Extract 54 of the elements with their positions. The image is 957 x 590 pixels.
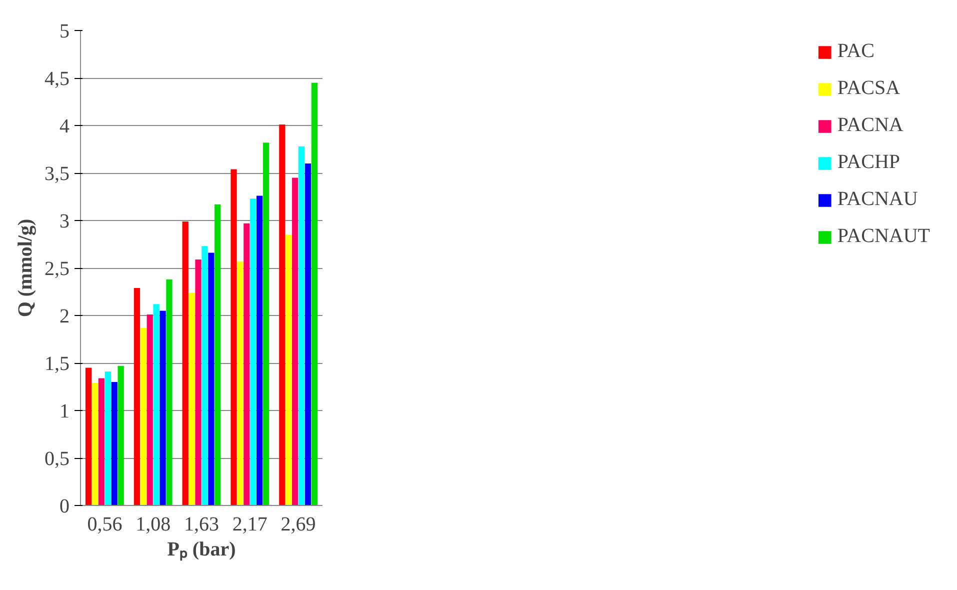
y-tick-label: 2,5 <box>44 258 70 280</box>
x-tick-label: 2,17 <box>232 514 268 536</box>
bar <box>202 246 208 506</box>
x-tick-label: 2,69 <box>280 514 316 536</box>
bar <box>279 124 286 506</box>
x-tick-label: 1,08 <box>136 514 171 536</box>
y-tick-label: 4 <box>60 116 70 138</box>
y-tick-label: 1 <box>60 400 70 422</box>
legend-label: PACNA <box>837 114 904 137</box>
legend-label: PACHP <box>837 151 900 174</box>
bar <box>188 292 195 506</box>
bar <box>208 252 214 506</box>
bar <box>262 142 270 506</box>
bar <box>244 223 250 506</box>
bar <box>250 198 256 506</box>
bar <box>195 259 202 506</box>
bar <box>304 164 312 506</box>
bar <box>153 304 160 506</box>
bar <box>146 314 153 506</box>
y-tick-label: 0,5 <box>44 448 70 470</box>
bar <box>298 146 305 506</box>
bar <box>98 378 105 506</box>
bar <box>118 366 124 506</box>
y-tick-label: 3 <box>60 210 70 232</box>
y-tick-label: 0 <box>60 496 70 518</box>
bar <box>134 288 140 506</box>
bar <box>182 221 188 506</box>
y-tick-label: 3,5 <box>44 163 70 185</box>
legend-label: PACNAU <box>837 188 918 211</box>
y-tick-label: 2 <box>60 306 70 328</box>
bar <box>292 178 298 506</box>
x-tick-label: 0,56 <box>87 514 122 536</box>
bar <box>92 382 98 506</box>
bar <box>140 328 146 506</box>
bar <box>237 261 244 506</box>
x-tick-label: 1,63 <box>184 514 219 536</box>
bar <box>214 204 221 506</box>
x-axis-title: Pₚ (bar) <box>167 538 236 562</box>
legend-label: PACNAUT <box>837 225 930 248</box>
bar <box>86 368 92 506</box>
bar <box>256 196 263 506</box>
bar <box>311 82 318 506</box>
y-tick-label: 5 <box>60 20 70 42</box>
bar <box>166 279 172 506</box>
bar <box>286 234 292 506</box>
bar <box>104 372 111 506</box>
bar <box>230 169 237 506</box>
bar <box>160 310 166 506</box>
y-axis-title: Q (mmol/g) <box>14 218 36 318</box>
y-tick-label: 4,5 <box>44 68 70 90</box>
legend-label: PAC <box>837 40 874 63</box>
bar <box>111 382 118 506</box>
legend-label: PACSA <box>837 77 900 100</box>
y-tick-label: 1,5 <box>44 353 70 375</box>
